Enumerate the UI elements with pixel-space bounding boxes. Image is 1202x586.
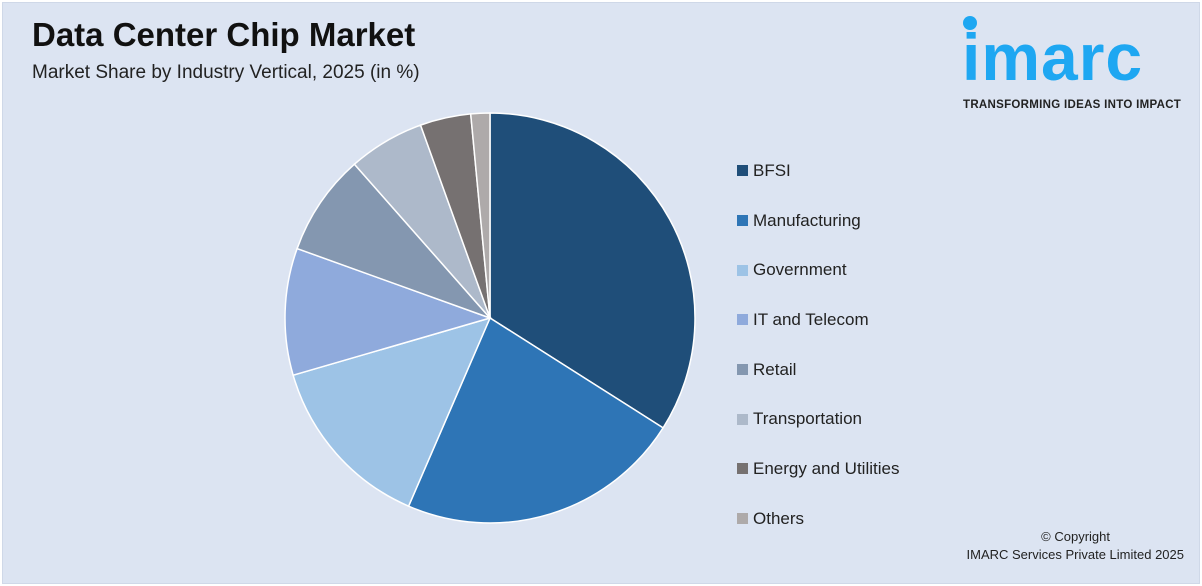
chart-title: Data Center Chip Market (32, 16, 416, 53)
legend-swatch (737, 215, 748, 227)
legend-item: BFSI (737, 146, 899, 196)
pie-slice-bfsi (489, 112, 696, 429)
legend-label: Manufacturing (753, 210, 861, 230)
legend-swatch (737, 165, 748, 177)
logo-dot (963, 16, 977, 30)
pie-slice-it-and-telecom (284, 247, 493, 377)
legend-item: Government (737, 245, 899, 295)
legend-label: Energy and Utilities (753, 458, 900, 478)
legend-item: Others (737, 494, 899, 544)
logo-tagline: TRANSFORMING IDEAS INTO IMPACT (963, 99, 1182, 111)
pie-slice-manufacturing (407, 316, 665, 524)
imarc-logo: imarc (962, 20, 1144, 94)
legend-swatch (737, 264, 748, 276)
legend-swatch (737, 463, 748, 475)
pie-slice-others (469, 112, 491, 319)
legend: BFSI Manufacturing Government IT and Teleco… (737, 146, 899, 544)
pie-slice-retail (296, 163, 491, 319)
copyright: © Copyright (1041, 529, 1110, 544)
legend-label: Transportation (753, 409, 862, 429)
legend-label: Others (753, 508, 805, 528)
legend-item: Retail (737, 345, 899, 395)
legend-item: Energy and Utilities (737, 444, 899, 494)
company-name: IMARC Services Private Limited 2025 (966, 547, 1184, 562)
pie-slice-government (292, 316, 492, 508)
legend-swatch (737, 364, 748, 376)
chart-subtitle: Market Share by Industry Vertical, 2025 … (32, 62, 420, 83)
legend-item: Manufacturing (737, 196, 899, 246)
legend-label: IT and Telecom (753, 309, 869, 329)
legend-item: IT and Telecom (737, 295, 899, 345)
legend-label: Retail (753, 359, 797, 379)
legend-item: Transportation (737, 394, 899, 444)
legend-swatch (737, 314, 748, 326)
legend-label: BFSI (753, 160, 791, 180)
legend-swatch (737, 413, 748, 425)
legend-swatch (737, 513, 748, 525)
legend-label: Government (753, 260, 847, 280)
